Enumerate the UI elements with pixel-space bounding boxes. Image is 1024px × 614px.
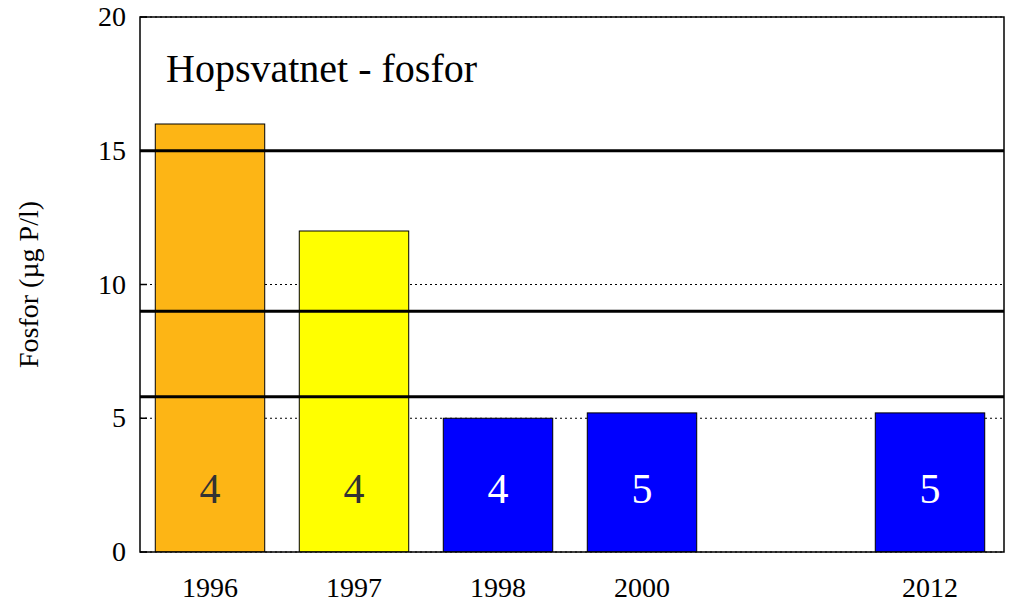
y-tick-label: 15: [98, 135, 126, 166]
x-tick-label: 2012: [902, 572, 958, 603]
y-tick: [140, 551, 147, 553]
x-tick-label: 1996: [182, 572, 238, 603]
threshold-line: [140, 149, 1004, 152]
y-tick: [140, 284, 147, 286]
x-tick-label: 1998: [470, 572, 526, 603]
sample-count: 4: [344, 466, 365, 512]
bar: [155, 124, 264, 552]
chart-container: 0 5 10 15 20 1996 1997 1998 2000 2012 4 4 4 5 5 Hopsvat…: [0, 0, 1024, 614]
y-tick: [140, 150, 147, 152]
sample-count: 5: [920, 466, 941, 512]
bar: [875, 413, 984, 552]
x-tick-label: 2000: [614, 572, 670, 603]
thresholds: [140, 151, 1004, 397]
sample-count: 5: [632, 466, 653, 512]
grid-line: [140, 150, 1004, 151]
threshold-line: [140, 310, 1004, 313]
chart-title: Hopsvatnet - fosfor: [166, 46, 477, 91]
bar: [299, 231, 408, 552]
bar: [587, 413, 696, 552]
y-tick-label: 20: [98, 1, 126, 32]
bar: [443, 418, 552, 552]
grid-line: [140, 284, 1004, 285]
y-tick: [140, 418, 147, 420]
y-tick-label: 10: [98, 269, 126, 300]
x-tick-label: 1997: [326, 572, 382, 603]
y-tick-label: 5: [112, 402, 126, 433]
sample-count: 4: [488, 466, 509, 512]
sample-count: 4: [200, 466, 221, 512]
chart-svg: 0 5 10 15 20 1996 1997 1998 2000 2012 4 4 4 5 5 Hopsvat…: [0, 0, 1024, 614]
threshold-line: [140, 395, 1004, 398]
y-tick: [140, 16, 147, 18]
y-axis-label: Fosfor (µg P/l): [13, 201, 44, 368]
bars: [155, 124, 984, 552]
y-tick-label: 0: [112, 536, 126, 567]
plot-frame: [140, 17, 1004, 552]
grid-line: [140, 418, 1004, 419]
